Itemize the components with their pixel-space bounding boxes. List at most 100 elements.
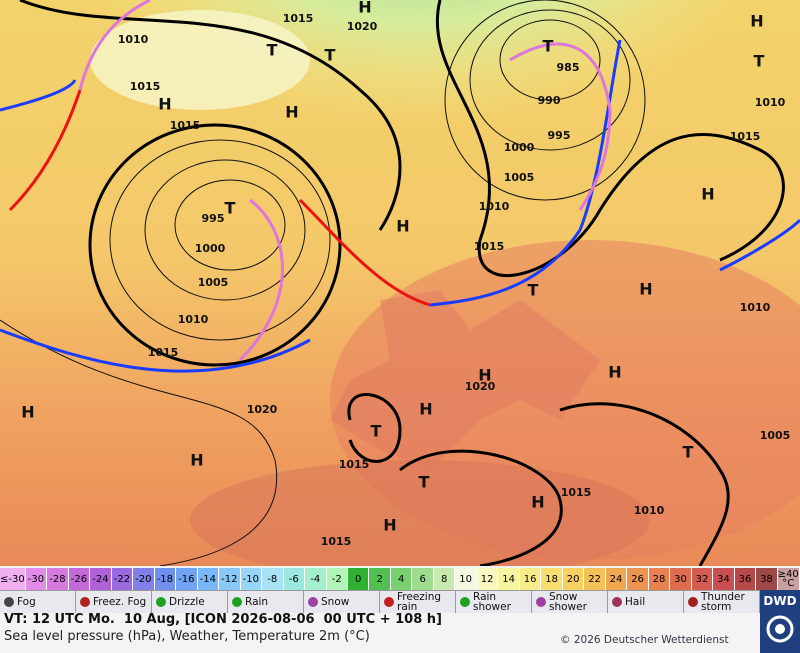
legend-icon xyxy=(232,597,242,607)
pressure-center: H xyxy=(383,516,396,535)
isobar-label: 1005 xyxy=(198,276,229,289)
pressure-center: T xyxy=(754,52,765,71)
isobar-label: 990 xyxy=(538,94,561,107)
pressure-center: H xyxy=(358,0,371,17)
isobar-label: 1015 xyxy=(170,119,201,132)
scale-cell: -4 xyxy=(305,568,327,590)
scale-cell: -24 xyxy=(90,568,112,590)
pressure-center: H xyxy=(419,400,432,419)
legend-label: Freez. Fog xyxy=(93,596,147,608)
scale-cell: 32 xyxy=(691,568,714,590)
isobar-label: 1015 xyxy=(283,12,314,25)
pressure-center: H xyxy=(531,493,544,512)
copyright: © 2026 Deutscher Wetterdienst xyxy=(560,634,729,646)
isobar-label: 1015 xyxy=(474,240,505,253)
scale-cell: 22 xyxy=(584,568,606,590)
cold-front xyxy=(0,328,311,373)
legend-label: Snow shower xyxy=(549,591,587,613)
pressure-center: H xyxy=(21,403,34,422)
isobar-label: 1015 xyxy=(730,130,761,143)
warm-front xyxy=(8,89,82,212)
scale-cell: 12 xyxy=(476,568,499,590)
scale-cell: -18 xyxy=(154,568,177,590)
legend-icon xyxy=(156,597,166,607)
legend-icon xyxy=(612,597,622,607)
legend-label: Drizzle xyxy=(169,596,205,608)
cold-front xyxy=(429,39,622,307)
scale-cell: -26 xyxy=(68,568,91,590)
isobar-label: 985 xyxy=(557,61,580,74)
legend-label: Fog xyxy=(17,596,36,608)
warm-front xyxy=(298,198,431,307)
map-description: Sea level pressure (hPa), Weather, Tempe… xyxy=(4,629,370,644)
isobar-label: 1015 xyxy=(561,486,592,499)
logo: DWD xyxy=(760,590,800,653)
legend-icon xyxy=(536,597,546,607)
legend-item: Rain shower xyxy=(456,591,532,613)
pressure-center: H xyxy=(285,103,298,122)
pressure-center: T xyxy=(528,281,539,300)
legend-item: Hail xyxy=(608,591,684,613)
isobar-label: 1020 xyxy=(247,403,278,416)
pressure-center: H xyxy=(190,451,203,470)
scale-cell: -20 xyxy=(133,568,155,590)
scale-cell: 28 xyxy=(648,568,671,590)
scale-cell: 34 xyxy=(713,568,735,590)
scale-cell: 6 xyxy=(412,568,434,590)
scale-cell: 30 xyxy=(670,568,692,590)
isobar-label: 1010 xyxy=(118,33,149,46)
isobar-label: 995 xyxy=(202,212,225,225)
logo-text: DWD xyxy=(763,594,797,608)
isobar-label: 1020 xyxy=(347,20,378,33)
isobar-label: 1015 xyxy=(339,458,370,471)
legend-icon xyxy=(4,597,14,607)
isobar-label: 1015 xyxy=(130,80,161,93)
pressure-center: T xyxy=(325,46,336,65)
legend-label: Snow xyxy=(321,596,350,608)
temperature-scale: ≤-30 -30 -28 -26 -24 -22 -20 -18 -16 -14 -12 -10 -8-… xyxy=(0,568,800,590)
major-isobars xyxy=(19,0,785,566)
pressure-center: T xyxy=(683,443,694,462)
isobar-label: 1005 xyxy=(504,171,535,184)
legend-item: Drizzle xyxy=(152,591,228,613)
valid-time: VT: 12 UTC Mo. 10 Aug, [ICON 2026-08-06 … xyxy=(4,612,442,627)
scale-cell: -8 xyxy=(262,568,284,590)
legend-icon xyxy=(688,597,698,607)
isobar-label: 1010 xyxy=(479,200,510,213)
isobar-label: 1015 xyxy=(321,535,352,548)
pressure-center: H xyxy=(478,366,491,385)
logo-icon xyxy=(766,615,794,643)
scale-cell: 10 xyxy=(455,568,477,590)
isobar-label: 1000 xyxy=(195,242,226,255)
scale-cell: 0 xyxy=(347,568,370,590)
legend-label: Hail xyxy=(625,596,646,608)
scale-cell: 18 xyxy=(541,568,563,590)
pressure-center: H xyxy=(701,185,714,204)
pressure-center: T xyxy=(267,41,278,60)
isobar-label: 1010 xyxy=(755,96,786,109)
legend-icon xyxy=(80,597,90,607)
legend-label: Rain xyxy=(245,596,269,608)
scale-cell: -14 xyxy=(197,568,220,590)
legend-label: Freezing rain xyxy=(397,591,442,613)
weather-legend: Fog Freez. Fog Drizzle Rain Snow Freezing rai… xyxy=(0,590,760,613)
legend-item: Snow shower xyxy=(532,591,608,613)
scale-cell: -16 xyxy=(176,568,198,590)
pressure-center: T xyxy=(419,473,430,492)
scale-cell: 4 xyxy=(390,568,413,590)
pressure-center: H xyxy=(396,217,409,236)
scale-cell: 16 xyxy=(519,568,542,590)
pressure-center: T xyxy=(225,199,236,218)
scale-cell: -2 xyxy=(326,568,348,590)
scale-cell: 8 xyxy=(433,568,456,590)
legend-item: Rain xyxy=(228,591,304,613)
scale-cell: ≥40 °C xyxy=(777,568,800,590)
legend-icon xyxy=(308,597,318,607)
legend-item: Snow xyxy=(304,591,380,613)
isobar-label: 1010 xyxy=(634,504,665,517)
scale-cell: 24 xyxy=(605,568,628,590)
occluded-front xyxy=(509,42,612,211)
legend-item: Fog xyxy=(0,591,76,613)
legend-icon xyxy=(384,597,394,607)
